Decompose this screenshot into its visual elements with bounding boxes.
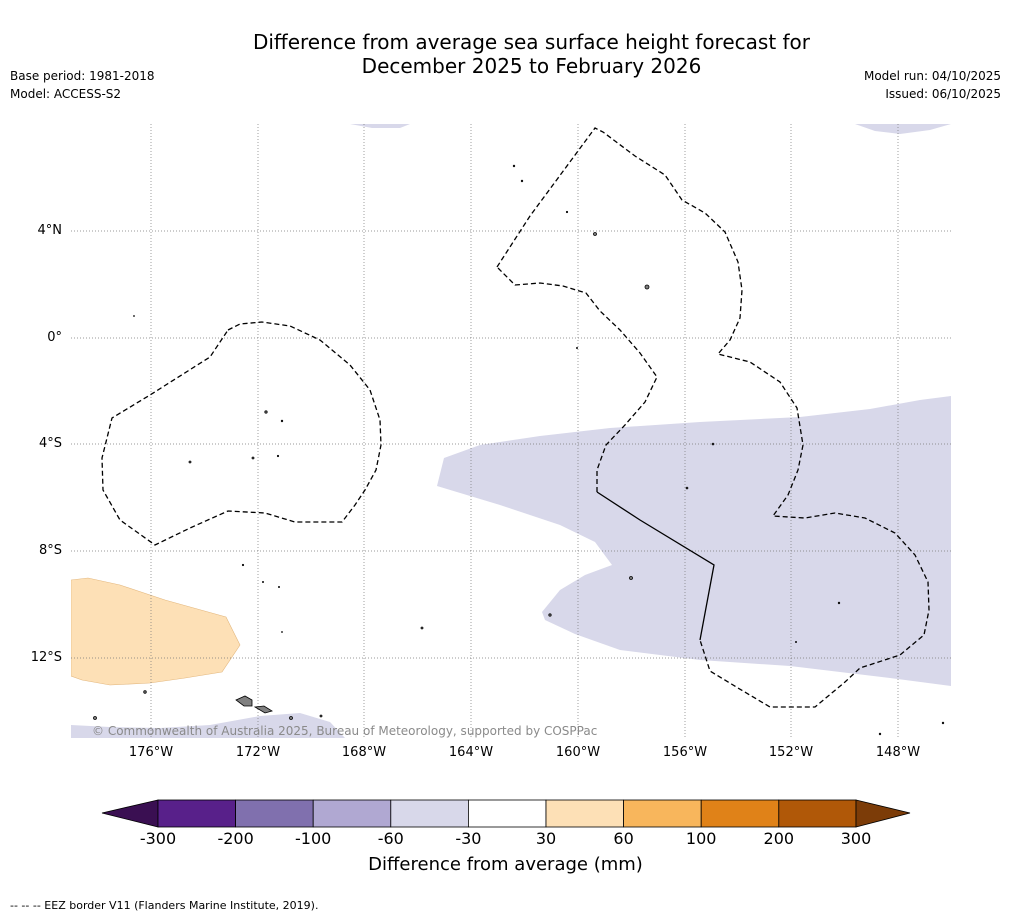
title-line-1: Difference from average sea surface heig… — [252, 30, 811, 54]
island-a — [264, 410, 268, 414]
island-ac — [133, 315, 135, 317]
model-name: Model: ACCESS-S2 — [10, 87, 122, 101]
colorbar-title: Difference from average (mm) — [368, 854, 643, 875]
colorbar-bin-7 — [623, 799, 702, 828]
chart-title: Difference from average sea surface heig… — [0, 30, 1011, 78]
lon-label-160w: 160°W — [555, 745, 601, 760]
colorbar-bin-5 — [467, 799, 547, 828]
island-b — [280, 419, 284, 423]
base-period: Base period: 1981-2018 — [10, 69, 155, 83]
island-q — [795, 641, 798, 644]
lon-label-156w: 156°W — [662, 745, 708, 760]
colorbar-bin-8 — [700, 799, 780, 828]
island-ab — [941, 721, 945, 725]
lon-label-168w: 168°W — [341, 745, 387, 760]
island-v — [319, 714, 323, 718]
island-o — [548, 613, 552, 617]
anomaly-region-negative-top-2 — [855, 124, 951, 134]
island-y — [277, 586, 280, 589]
colorbar-extend-min — [101, 799, 159, 828]
model-run: Model run: 04/10/2025 — [863, 69, 1001, 83]
lat-label-8s: 8°S — [38, 543, 62, 558]
eez-borders — [101, 127, 930, 708]
island-e — [276, 454, 280, 458]
island-h — [512, 164, 516, 168]
colorbar-tick-label: -300 — [139, 829, 177, 848]
colorbar-tick-label: -200 — [217, 829, 254, 848]
lat-label-4s: 4°S — [38, 436, 62, 451]
colorbar-tick-label: -30 — [455, 829, 482, 848]
eez-border-solid — [596, 491, 715, 641]
island-w — [241, 563, 245, 567]
island-g — [644, 284, 650, 290]
colorbar-bin-6 — [545, 799, 624, 828]
issued-date: Issued: 06/10/2025 — [885, 87, 1001, 101]
colorbar-bin-1 — [157, 799, 236, 828]
island-u — [289, 716, 293, 720]
colorbar-bin-2 — [235, 799, 314, 828]
anomaly-region-negative-main — [437, 396, 951, 686]
eez-border-kiribati-line — [496, 127, 930, 708]
island-p — [837, 601, 841, 605]
colorbar-tick-label: 60 — [613, 829, 634, 848]
island-j — [565, 210, 569, 214]
lon-label-152w: 152°W — [768, 745, 814, 760]
meta-left: Base period: 1981-2018 Model: ACCESS-S2 — [10, 67, 155, 103]
anomaly-region-negative-bottom — [71, 713, 345, 738]
lon-label-148w: 148°W — [875, 745, 921, 760]
island-z — [281, 631, 283, 633]
meta-right: Model run: 04/10/2025 Issued: 06/10/2025 — [864, 67, 1001, 103]
colorbar-bin-9 — [778, 799, 857, 828]
copyright-notice: © Commonwealth of Australia 2025, Bureau… — [92, 724, 598, 738]
island-m — [685, 486, 689, 490]
lat-label-4n: 4°N — [37, 223, 63, 238]
colorbar-tick-label: 100 — [685, 829, 717, 848]
colorbar-bin-4 — [390, 799, 469, 828]
island-i — [520, 179, 524, 183]
gridlines — [71, 124, 951, 738]
colorbar-tick-label: 300 — [840, 829, 872, 848]
island-savaii — [235, 695, 253, 707]
island-n — [629, 576, 633, 580]
island-d — [188, 460, 192, 464]
map-area — [71, 124, 951, 738]
island-aa — [878, 732, 882, 736]
title-line-2: December 2025 to February 2026 — [361, 54, 702, 78]
island-upolu — [253, 705, 273, 714]
island-l — [711, 442, 715, 446]
eez-border-kiribati-south — [496, 266, 658, 492]
island-r — [420, 626, 424, 630]
island-c — [251, 456, 255, 460]
lat-label-12s: 12°S — [30, 650, 62, 665]
lat-label-0: 0° — [47, 330, 62, 345]
island-f — [593, 232, 597, 236]
island-t — [93, 716, 97, 720]
eez-border-tokelau — [101, 321, 382, 546]
lon-label-176w: 176°W — [128, 745, 174, 760]
lon-label-172w: 172°W — [235, 745, 281, 760]
anomaly-region-negative-top-1 — [350, 124, 410, 128]
colorbar-extend-max — [855, 799, 911, 828]
colorbar-tick-label: -60 — [377, 829, 404, 848]
eez-footnote: -- -- -- EEZ border V11 (Flanders Marine… — [10, 899, 319, 912]
colorbar-bin-3 — [312, 799, 392, 828]
islands — [93, 164, 945, 736]
island-x — [261, 581, 264, 584]
island-k — [576, 346, 579, 349]
lon-label-164w: 164°W — [448, 745, 494, 760]
colorbar-tick-label: 200 — [763, 829, 795, 848]
colorbar — [101, 799, 911, 828]
anomaly-region-positive — [71, 577, 241, 686]
island-s — [143, 690, 147, 694]
colorbar-tick-label: 30 — [535, 829, 557, 848]
colorbar-tick-label: -100 — [295, 829, 332, 848]
